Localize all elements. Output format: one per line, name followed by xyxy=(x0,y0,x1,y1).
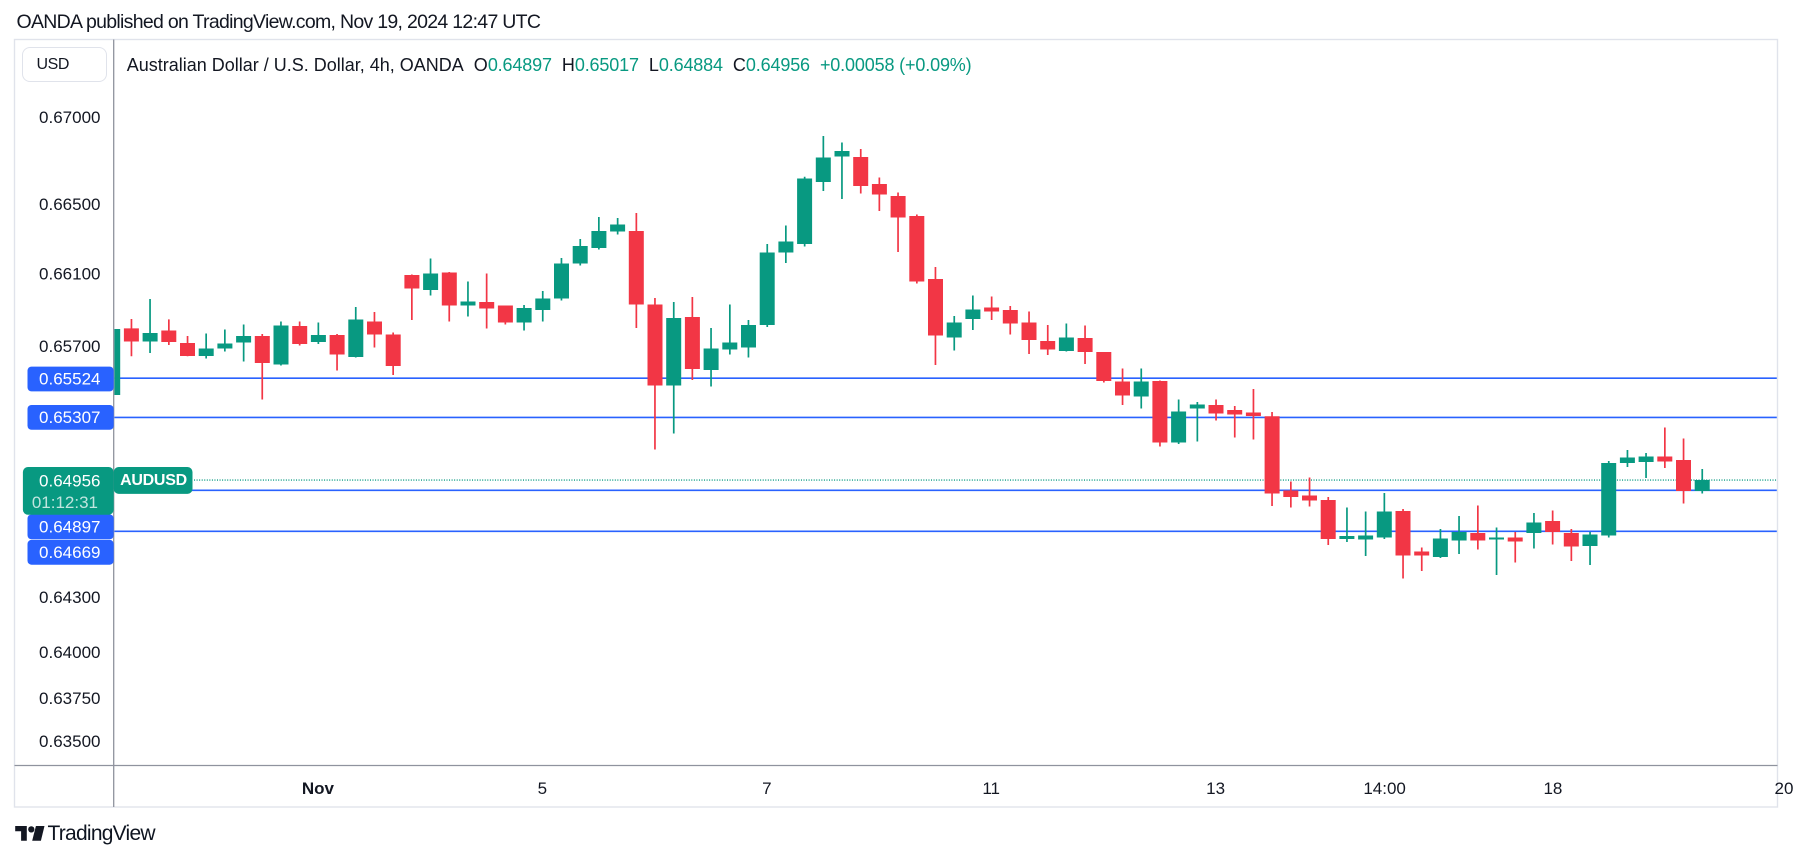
svg-text:0.64000: 0.64000 xyxy=(39,643,100,662)
svg-text:0.65524: 0.65524 xyxy=(39,370,100,389)
svg-text:0.64669: 0.64669 xyxy=(39,543,100,562)
svg-text:0.64300: 0.64300 xyxy=(39,588,100,607)
svg-text:20: 20 xyxy=(1775,779,1793,798)
svg-text:01:12:31: 01:12:31 xyxy=(32,493,98,512)
svg-text:5: 5 xyxy=(538,779,547,798)
svg-text:0.63500: 0.63500 xyxy=(39,732,100,751)
svg-text:11: 11 xyxy=(982,779,1000,798)
svg-text:18: 18 xyxy=(1543,779,1562,798)
svg-text:0.63750: 0.63750 xyxy=(39,689,100,708)
svg-text:14:00: 14:00 xyxy=(1363,779,1406,798)
svg-text:0.67000: 0.67000 xyxy=(39,108,100,127)
svg-text:Nov: Nov xyxy=(302,779,335,798)
svg-text:0.66500: 0.66500 xyxy=(39,195,100,214)
svg-text:0.64897: 0.64897 xyxy=(39,517,100,536)
svg-text:AUDUSD: AUDUSD xyxy=(120,472,187,489)
svg-text:0.65700: 0.65700 xyxy=(39,337,100,356)
svg-text:7: 7 xyxy=(762,779,771,798)
svg-text:0.64956: 0.64956 xyxy=(39,471,100,490)
svg-text:13: 13 xyxy=(1206,779,1225,798)
svg-text:0.66100: 0.66100 xyxy=(39,265,100,284)
svg-text:0.65307: 0.65307 xyxy=(39,408,100,427)
